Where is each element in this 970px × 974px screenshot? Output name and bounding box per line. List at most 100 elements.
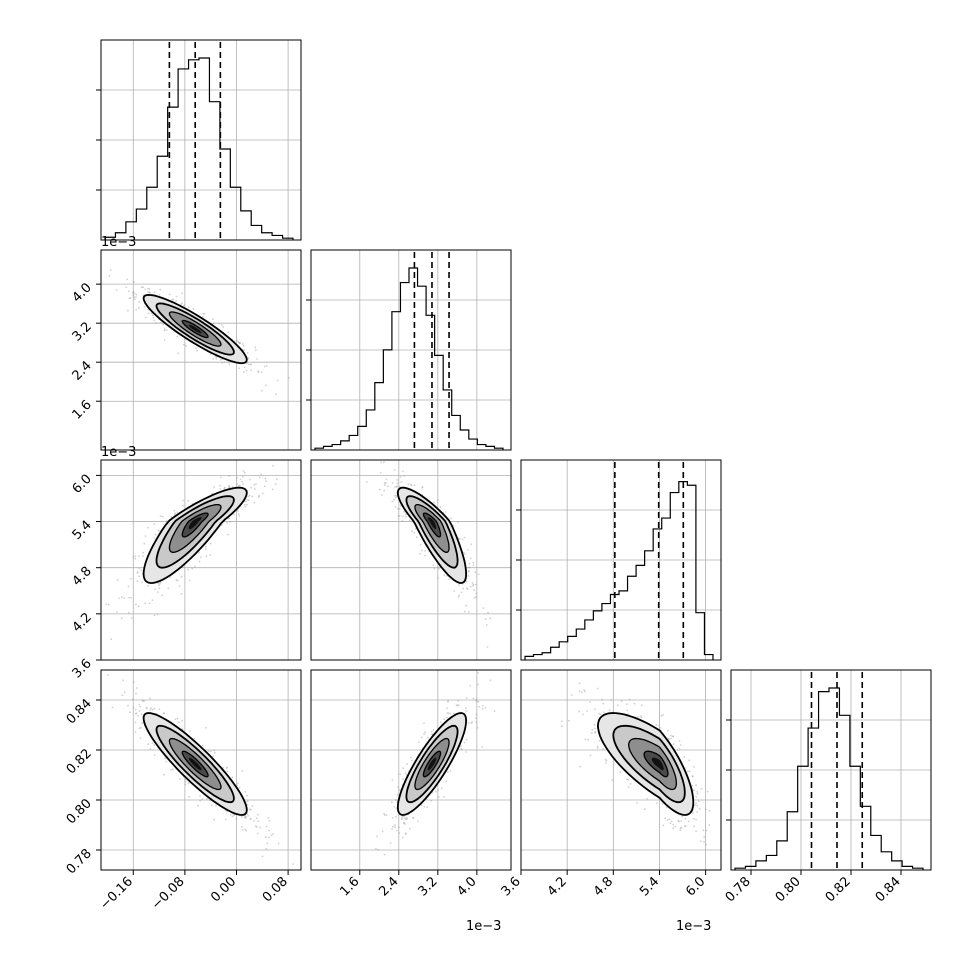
scatter-point bbox=[165, 519, 168, 522]
scatter-point bbox=[123, 691, 126, 694]
scatter-point bbox=[246, 503, 248, 506]
scatter-point bbox=[405, 832, 407, 835]
scatter-point bbox=[414, 527, 417, 530]
x-tick-label: 0.78 bbox=[723, 874, 754, 905]
scatter-point bbox=[212, 322, 215, 325]
scatter-point bbox=[398, 832, 400, 835]
scatter-point bbox=[684, 825, 686, 828]
scatter-point bbox=[219, 484, 222, 487]
scatter-point bbox=[440, 787, 443, 790]
scatter-point bbox=[406, 818, 408, 820]
scatter-point bbox=[163, 328, 166, 330]
scatter-point bbox=[430, 799, 433, 802]
scatter-point bbox=[695, 795, 698, 798]
scatter-point bbox=[151, 708, 154, 711]
scatter-point bbox=[162, 323, 165, 326]
scatter-point bbox=[474, 583, 477, 586]
scatter-point bbox=[246, 362, 248, 365]
scatter-point bbox=[401, 520, 404, 522]
scatter-point bbox=[443, 574, 446, 577]
scatter-point bbox=[255, 826, 258, 828]
scatter-point bbox=[460, 747, 462, 750]
panel-frame bbox=[310, 459, 512, 661]
scatter-point bbox=[170, 516, 173, 518]
scatter-point bbox=[662, 714, 664, 716]
scatter-point bbox=[437, 789, 440, 791]
scatter-point bbox=[215, 358, 218, 360]
scatter-point bbox=[678, 820, 680, 823]
scatter-point bbox=[431, 731, 433, 733]
scatter-point bbox=[605, 759, 608, 762]
scatter-point bbox=[225, 767, 228, 770]
scatter-point bbox=[207, 750, 210, 752]
scatter-point bbox=[381, 494, 383, 496]
scatter-point bbox=[138, 300, 141, 303]
scatter-point bbox=[426, 736, 429, 739]
scatter-point bbox=[249, 817, 252, 820]
scatter-point bbox=[127, 704, 129, 707]
scatter-point bbox=[267, 817, 270, 819]
scatter-point bbox=[192, 307, 195, 310]
scatter-point bbox=[228, 485, 231, 488]
scatter-point bbox=[393, 806, 396, 808]
scatter-point bbox=[247, 499, 250, 502]
scatter-point bbox=[583, 690, 586, 693]
scatter-point bbox=[142, 286, 145, 289]
scatter-point bbox=[383, 489, 386, 492]
x-tick-label: 0.00 bbox=[208, 874, 239, 905]
scatter-point bbox=[227, 517, 230, 520]
scatter-point bbox=[464, 553, 466, 555]
scatter-point bbox=[242, 344, 245, 347]
scatter-point bbox=[668, 818, 671, 821]
scatter-point bbox=[705, 829, 708, 832]
scatter-point bbox=[249, 818, 252, 821]
scatter-point bbox=[205, 545, 207, 548]
scatter-point bbox=[121, 596, 123, 599]
scatter-point bbox=[261, 389, 263, 392]
scatter-point bbox=[626, 709, 629, 712]
scatter-point bbox=[213, 749, 216, 752]
scatter-point bbox=[643, 808, 646, 811]
scatter-point bbox=[680, 820, 683, 822]
scatter-point bbox=[241, 343, 244, 345]
scatter-point bbox=[583, 689, 585, 691]
scatter-point bbox=[470, 543, 473, 546]
scatter-point bbox=[394, 496, 397, 499]
scatter-point bbox=[413, 532, 416, 534]
scatter-point bbox=[139, 705, 142, 708]
scatter-point bbox=[198, 551, 200, 554]
scatter-point bbox=[447, 699, 449, 702]
contour-line bbox=[596, 712, 695, 816]
scatter-point bbox=[472, 561, 475, 564]
scatter-point bbox=[171, 299, 174, 301]
scatter-point bbox=[136, 580, 139, 582]
scatter-point bbox=[275, 393, 277, 396]
scatter-point bbox=[457, 584, 460, 586]
scatter-point bbox=[397, 507, 399, 510]
scatter-point bbox=[457, 596, 460, 598]
scatter-point bbox=[156, 613, 159, 616]
scatter-point bbox=[174, 512, 176, 515]
scatter-point bbox=[265, 825, 268, 828]
scatter-point bbox=[231, 815, 234, 818]
scatter-point bbox=[177, 352, 180, 355]
scatter-point bbox=[481, 746, 484, 748]
scatter-point bbox=[424, 731, 426, 734]
scatter-point bbox=[145, 316, 147, 319]
scatter-point bbox=[708, 824, 711, 826]
scatter-panel-1-0 bbox=[100, 249, 302, 451]
scatter-point bbox=[238, 515, 241, 517]
scatter-point bbox=[236, 339, 239, 342]
scatter-point bbox=[135, 712, 137, 715]
scatter-point bbox=[489, 617, 492, 620]
scatter-point bbox=[680, 826, 683, 829]
scatter-point bbox=[237, 341, 240, 344]
scatter-point bbox=[419, 543, 422, 546]
scatter-point bbox=[395, 815, 397, 818]
scatter-point bbox=[420, 804, 423, 807]
scatter-point bbox=[568, 719, 570, 722]
scatter-point bbox=[375, 847, 377, 850]
scatter-point bbox=[589, 701, 591, 703]
scatter-point bbox=[132, 681, 135, 684]
scatter-point bbox=[142, 551, 145, 554]
